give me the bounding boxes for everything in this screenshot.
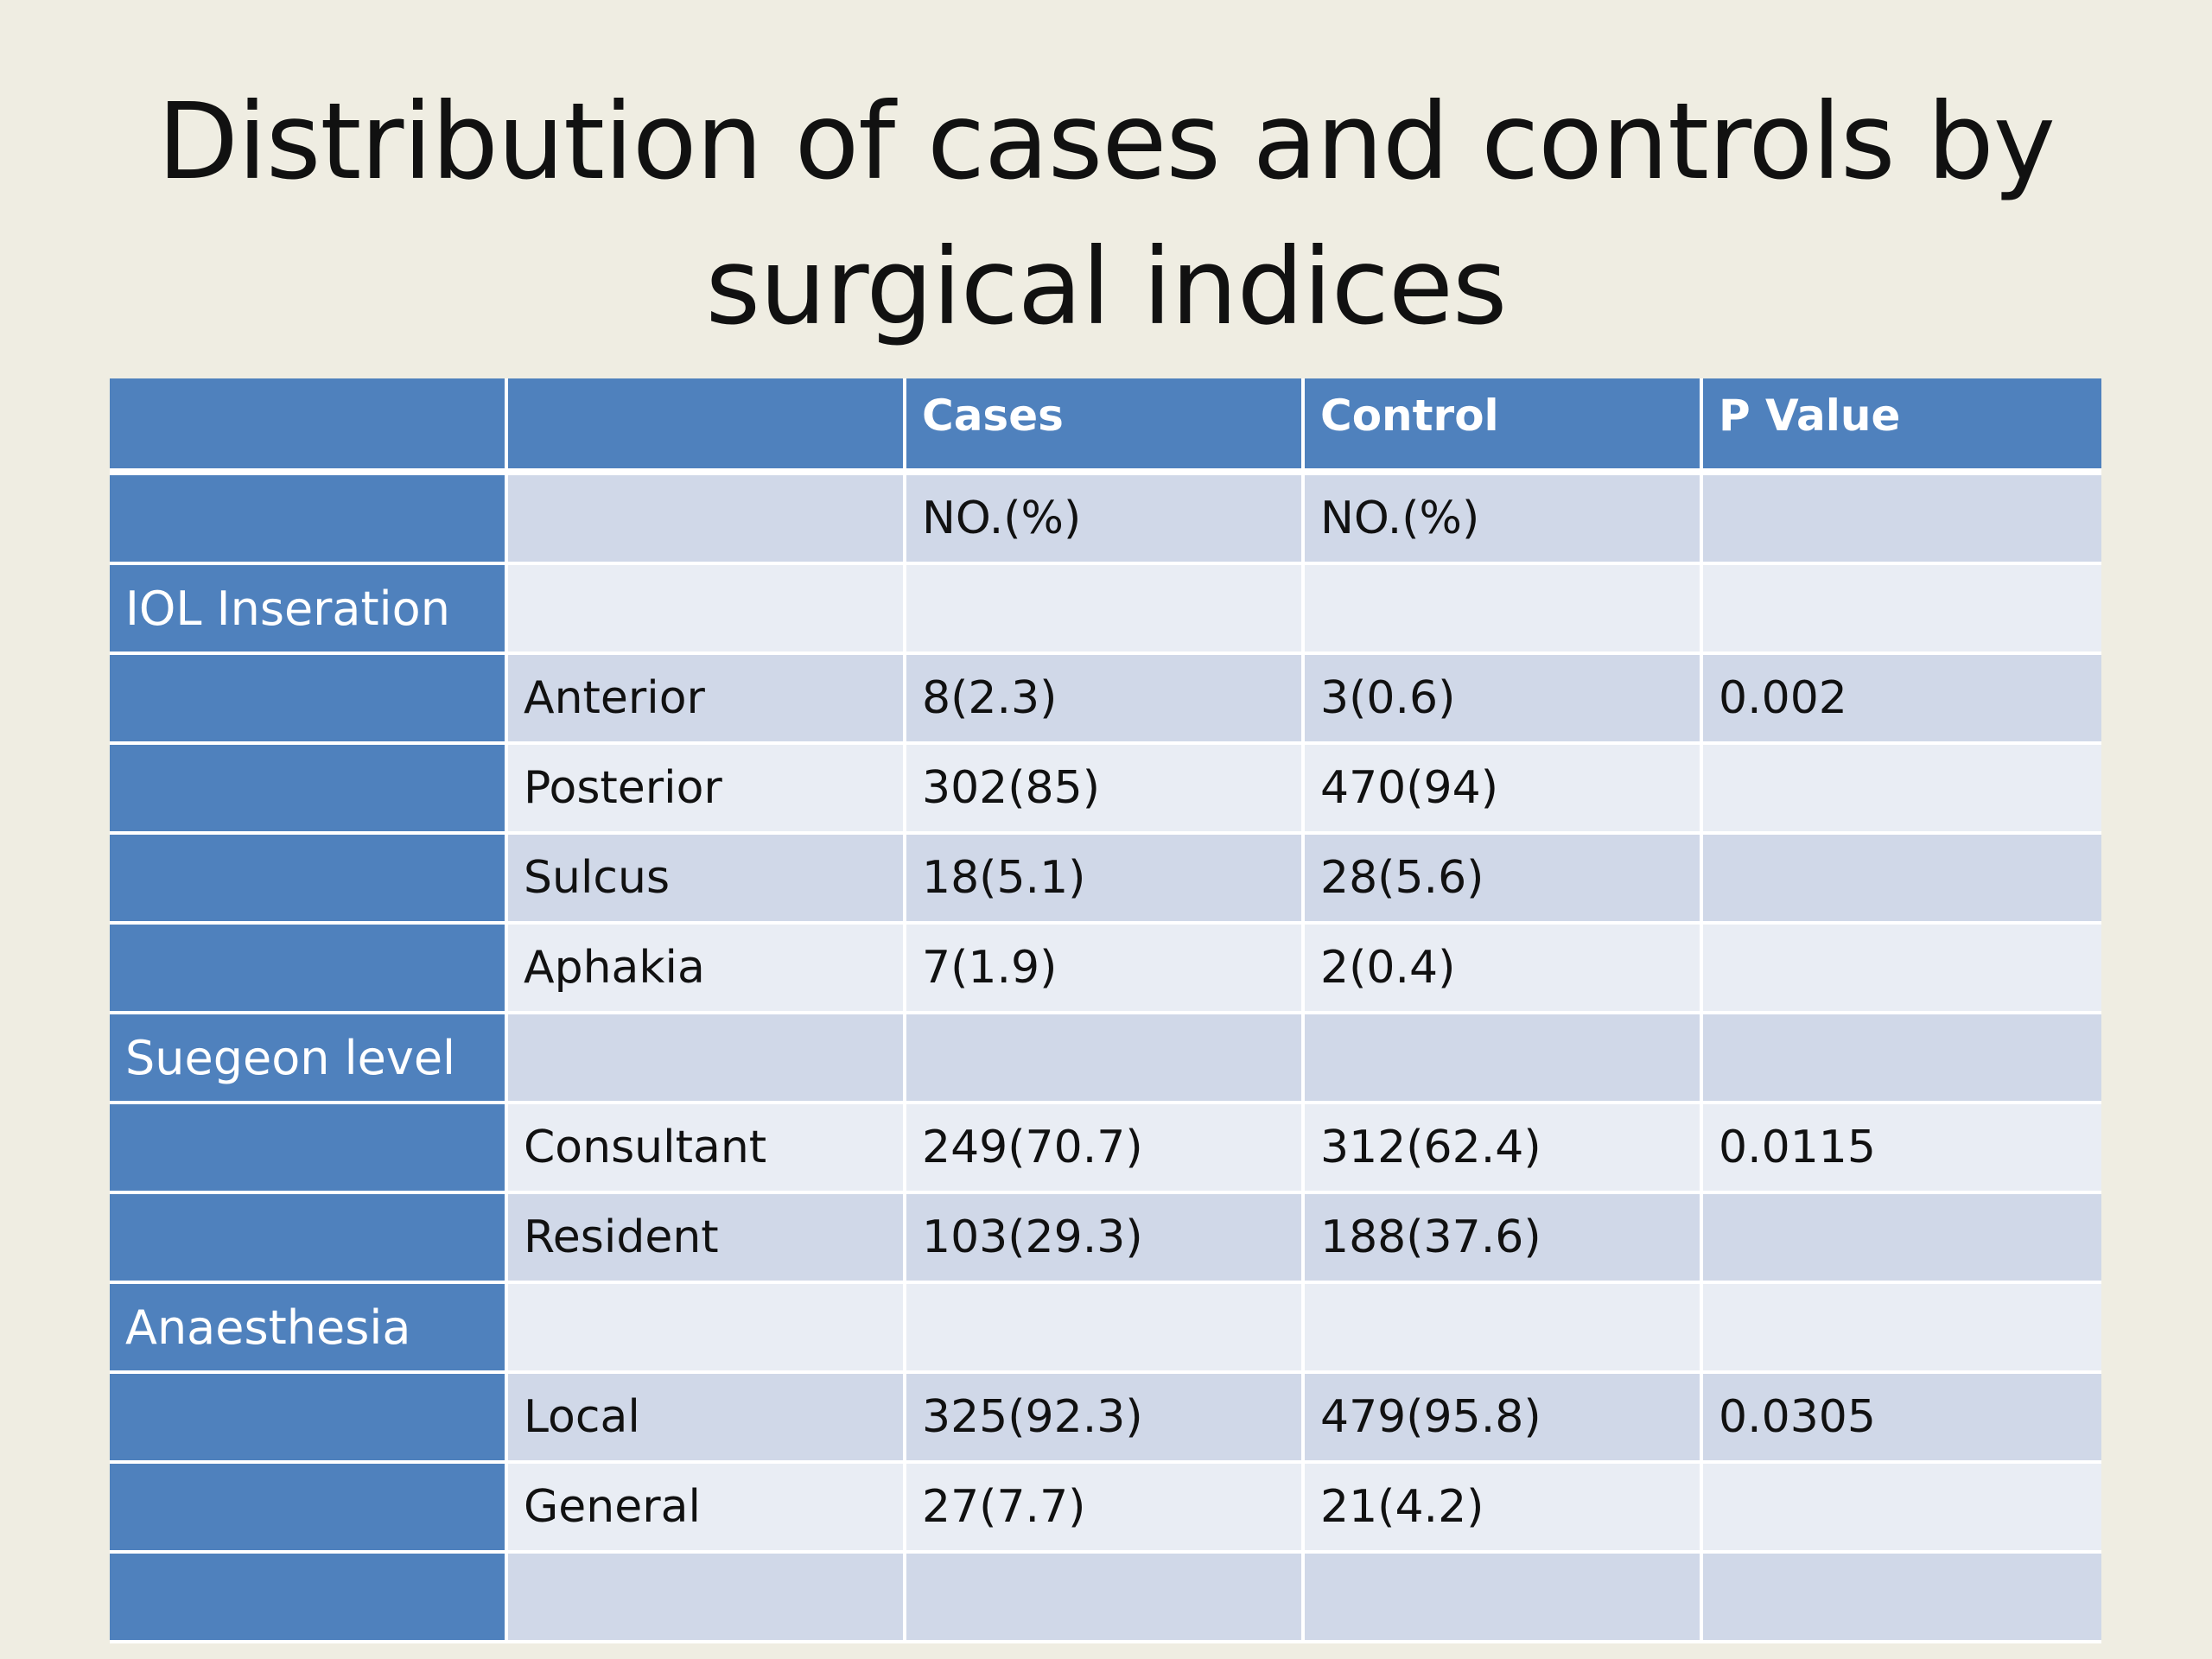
p-value-cell xyxy=(1703,1554,2101,1643)
table-row: General 27(7.7) 21(4.2) xyxy=(110,1464,2101,1554)
category-cell xyxy=(110,475,508,565)
cases-cell: NO.(%) xyxy=(906,475,1305,565)
subcategory-cell: Anterior xyxy=(508,655,906,745)
subcategory-cell xyxy=(508,565,906,655)
control-cell: NO.(%) xyxy=(1305,475,1703,565)
category-cell xyxy=(110,655,508,745)
table-row: Aphakia 7(1.9) 2(0.4) xyxy=(110,925,2101,1014)
category-cell: Anaesthesia xyxy=(110,1284,508,1374)
p-value-cell xyxy=(1703,835,2101,925)
subcategory-cell: Consultant xyxy=(508,1104,906,1194)
control-cell xyxy=(1305,1554,1703,1643)
p-value-cell xyxy=(1703,1014,2101,1104)
control-cell: 28(5.6) xyxy=(1305,835,1703,925)
cases-cell: 249(70.7) xyxy=(906,1104,1305,1194)
slide-title-line-2: surgical indices xyxy=(705,226,1508,348)
cases-cell xyxy=(906,1554,1305,1643)
slide-title-line-1: Distribution of cases and controls by xyxy=(157,80,2056,203)
cases-cell xyxy=(906,1284,1305,1374)
subcategory-cell: Resident xyxy=(508,1194,906,1284)
table-row: NO.(%) NO.(%) xyxy=(110,475,2101,565)
header-blank-1 xyxy=(110,378,508,475)
p-value-cell xyxy=(1703,745,2101,835)
table-row: Consultant 249(70.7) 312(62.4) 0.0115 xyxy=(110,1104,2101,1194)
slide-title: Distribution of cases and controls by su… xyxy=(0,69,2212,359)
category-cell xyxy=(110,925,508,1014)
p-value-cell: 0.0115 xyxy=(1703,1104,2101,1194)
p-value-cell xyxy=(1703,565,2101,655)
p-value-cell: 0.002 xyxy=(1703,655,2101,745)
subcategory-cell: Aphakia xyxy=(508,925,906,1014)
table-row: Resident 103(29.3) 188(37.6) xyxy=(110,1194,2101,1284)
p-value-cell xyxy=(1703,475,2101,565)
p-value-cell: 0.0305 xyxy=(1703,1374,2101,1464)
cases-cell xyxy=(906,1014,1305,1104)
p-value-cell xyxy=(1703,1464,2101,1554)
p-value-cell xyxy=(1703,1194,2101,1284)
category-cell xyxy=(110,745,508,835)
control-cell: 479(95.8) xyxy=(1305,1374,1703,1464)
cases-cell: 302(85) xyxy=(906,745,1305,835)
p-value-cell xyxy=(1703,1284,2101,1374)
table-row: Local 325(92.3) 479(95.8) 0.0305 xyxy=(110,1374,2101,1464)
p-value-cell xyxy=(1703,925,2101,1014)
table-row: IOL Inseration xyxy=(110,565,2101,655)
table-body: NO.(%) NO.(%) IOL Inseration Anterior 8(2.3)… xyxy=(110,475,2101,1643)
table-row: Suegeon level xyxy=(110,1014,2101,1104)
subcategory-cell: General xyxy=(508,1464,906,1554)
subcategory-cell xyxy=(508,1554,906,1643)
cases-cell: 7(1.9) xyxy=(906,925,1305,1014)
category-cell xyxy=(110,1374,508,1464)
control-cell: 470(94) xyxy=(1305,745,1703,835)
control-cell xyxy=(1305,1014,1703,1104)
header-control: Control xyxy=(1305,378,1703,475)
table-row xyxy=(110,1554,2101,1643)
surgical-indices-table: Cases Control P Value NO.(%) NO.(%) IOL Inse… xyxy=(110,378,2101,1643)
cases-cell: 8(2.3) xyxy=(906,655,1305,745)
header-p-value: P Value xyxy=(1703,378,2101,475)
category-cell xyxy=(110,1464,508,1554)
cases-cell xyxy=(906,565,1305,655)
cases-cell: 18(5.1) xyxy=(906,835,1305,925)
category-cell: IOL Inseration xyxy=(110,565,508,655)
cases-cell: 325(92.3) xyxy=(906,1374,1305,1464)
control-cell xyxy=(1305,1284,1703,1374)
subcategory-cell xyxy=(508,1284,906,1374)
header-cases: Cases xyxy=(906,378,1305,475)
category-cell xyxy=(110,1194,508,1284)
control-cell: 188(37.6) xyxy=(1305,1194,1703,1284)
subcategory-cell xyxy=(508,1014,906,1104)
subcategory-cell: Local xyxy=(508,1374,906,1464)
table-header: Cases Control P Value xyxy=(110,378,2101,475)
category-cell xyxy=(110,1104,508,1194)
table-row: Anaesthesia xyxy=(110,1284,2101,1374)
control-cell xyxy=(1305,565,1703,655)
control-cell: 3(0.6) xyxy=(1305,655,1703,745)
subcategory-cell xyxy=(508,475,906,565)
cases-cell: 27(7.7) xyxy=(906,1464,1305,1554)
header-row: Cases Control P Value xyxy=(110,378,2101,475)
header-blank-2 xyxy=(508,378,906,475)
table-row: Sulcus 18(5.1) 28(5.6) xyxy=(110,835,2101,925)
control-cell: 2(0.4) xyxy=(1305,925,1703,1014)
category-cell xyxy=(110,1554,508,1643)
control-cell: 312(62.4) xyxy=(1305,1104,1703,1194)
category-cell: Suegeon level xyxy=(110,1014,508,1104)
subcategory-cell: Posterior xyxy=(508,745,906,835)
cases-cell: 103(29.3) xyxy=(906,1194,1305,1284)
subcategory-cell: Sulcus xyxy=(508,835,906,925)
category-cell xyxy=(110,835,508,925)
table-row: Posterior 302(85) 470(94) xyxy=(110,745,2101,835)
table-row: Anterior 8(2.3) 3(0.6) 0.002 xyxy=(110,655,2101,745)
control-cell: 21(4.2) xyxy=(1305,1464,1703,1554)
